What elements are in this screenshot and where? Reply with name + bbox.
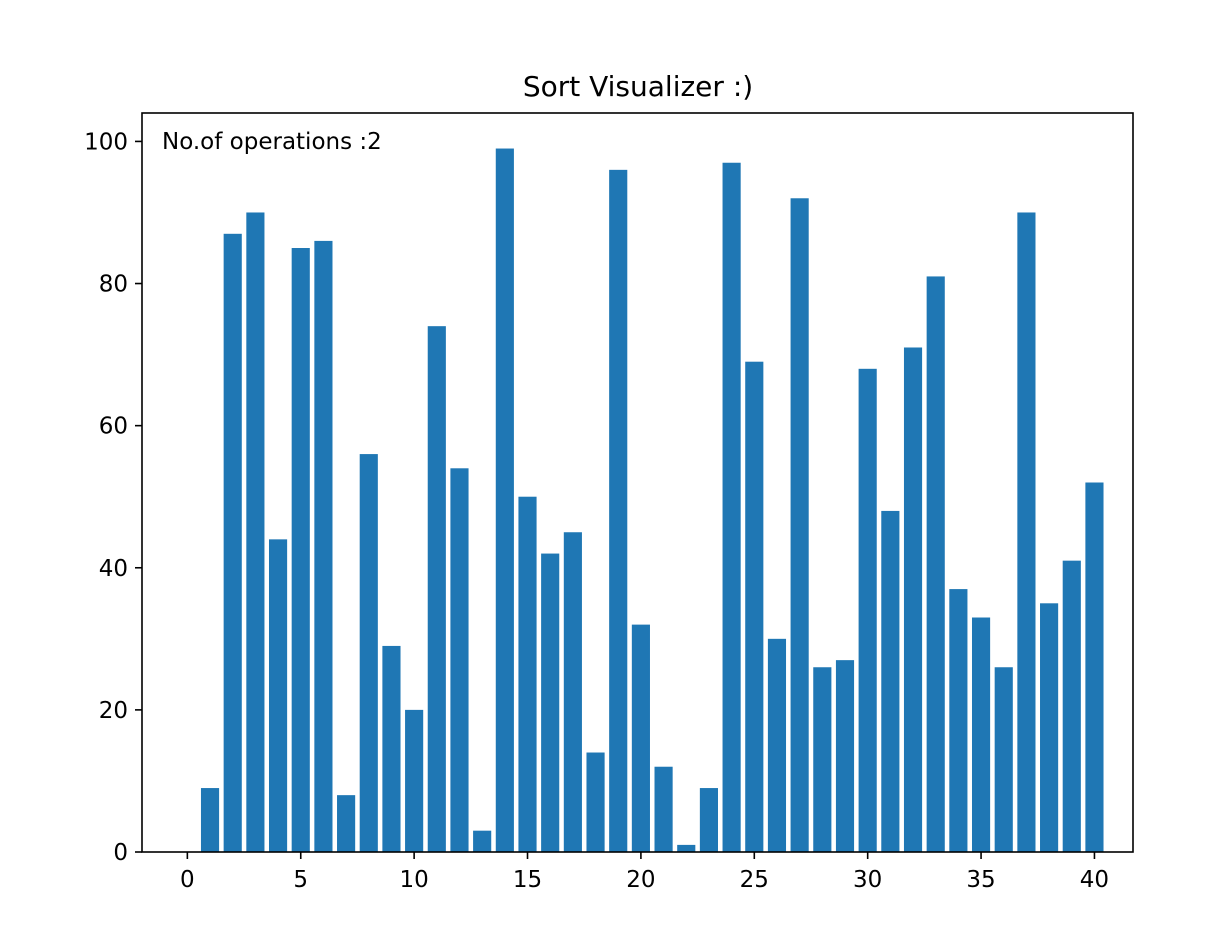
bar-22: [677, 844, 696, 852]
bar-40: [1085, 482, 1104, 852]
bar-25: [745, 361, 764, 852]
y-tick-label: 20: [99, 698, 128, 724]
bar-38: [1040, 603, 1059, 852]
bar-18: [586, 752, 605, 852]
y-tick-label: 60: [99, 414, 128, 440]
bar-36: [994, 667, 1013, 852]
bar-5: [291, 248, 310, 852]
bar-3: [246, 212, 265, 853]
bar-2: [223, 233, 242, 853]
bar-26: [767, 638, 787, 852]
bar-28: [813, 667, 832, 852]
y-tick-label: 80: [99, 272, 128, 298]
x-tick-label: 35: [966, 867, 995, 893]
bar-24: [722, 162, 741, 853]
x-tick-label: 25: [740, 867, 769, 893]
bar-4: [268, 539, 288, 852]
bar-39: [1062, 560, 1081, 852]
plot-frame: [141, 112, 1134, 853]
bar-21: [654, 766, 673, 852]
bar-33: [926, 276, 945, 852]
x-tick-label: 0: [180, 867, 195, 893]
x-tick-label: 40: [1080, 867, 1109, 893]
bar-37: [1017, 212, 1036, 853]
bar-32: [903, 347, 923, 852]
bar-11: [427, 326, 446, 852]
bar-series: [200, 148, 1104, 853]
bar-6: [314, 240, 333, 852]
bar-9: [382, 645, 401, 852]
bar-13: [473, 830, 492, 852]
bar-15: [518, 496, 537, 852]
bar-1: [200, 788, 220, 852]
bar-29: [835, 660, 855, 852]
x-tick-label: 5: [293, 867, 308, 893]
bar-8: [359, 454, 378, 852]
bar-30: [858, 368, 877, 852]
bar-17: [563, 532, 582, 852]
bar-19: [609, 169, 628, 853]
bar-23: [699, 788, 718, 852]
y-tick-label: 40: [99, 556, 128, 582]
bar-14: [495, 148, 514, 852]
x-tick-label: 30: [853, 867, 882, 893]
y-tick-label: 0: [113, 840, 128, 866]
bar-27: [790, 198, 809, 852]
operations-counter: No.of operations :2: [162, 129, 382, 155]
x-tick-label: 10: [399, 867, 428, 893]
bar-16: [541, 553, 560, 852]
chart-title: Sort Visualizer :): [523, 70, 753, 103]
y-tick-label: 100: [84, 129, 128, 155]
x-tick-label: 15: [513, 867, 542, 893]
bar-20: [631, 624, 650, 852]
bar-12: [450, 468, 469, 852]
bar-34: [949, 589, 968, 852]
bar-35: [971, 617, 991, 852]
x-axis: 0 5 10 15 20 25 30 35 40: [180, 852, 1109, 893]
bar-7: [337, 795, 356, 852]
bar-31: [881, 510, 900, 852]
x-tick-label: 20: [626, 867, 655, 893]
bar-10: [405, 709, 424, 852]
y-axis: 0 20 40 60 80 100: [84, 129, 142, 866]
